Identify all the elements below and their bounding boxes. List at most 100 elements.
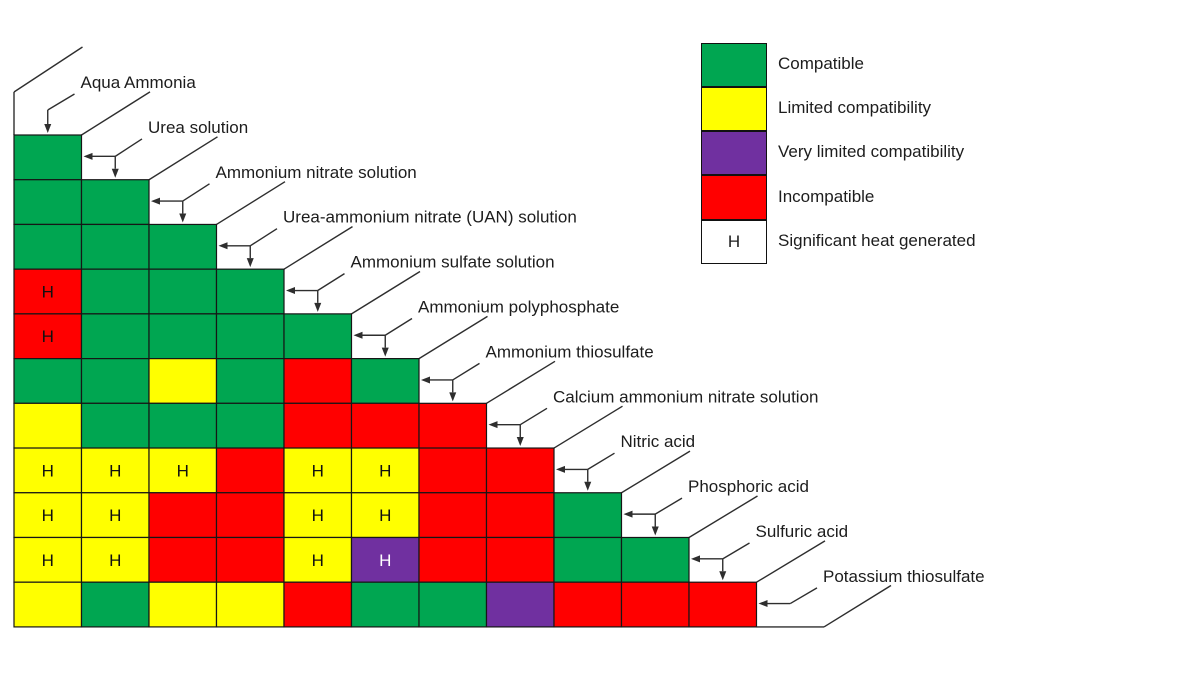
matrix-cell-r11-c6 [350, 581, 420, 628]
matrix-cell-r11-c7 [418, 581, 488, 628]
arrow-connector [47, 93, 75, 111]
legend-item-compatible: Compatible [701, 42, 976, 87]
matrix-cell-r5-c3 [148, 313, 218, 360]
down-arrow-head [179, 213, 187, 223]
matrix-cell-r2-c1 [13, 179, 83, 226]
matrix-cell-r11-c9 [553, 581, 623, 628]
left-arrow-head [421, 376, 430, 384]
heat-symbol: H [42, 461, 54, 480]
matrix-cell-r10-c6 [350, 536, 420, 583]
heat-symbol: H [727, 231, 741, 251]
down-arrow-head [516, 437, 524, 447]
leader-line [13, 46, 83, 93]
chemical-label: Potassium thiosulfate [823, 567, 985, 586]
down-arrow-head [651, 526, 659, 536]
matrix-cell-r11-c1 [13, 581, 83, 628]
leader-line [688, 495, 758, 539]
matrix-cell-r7-c6 [350, 402, 420, 449]
matrix-cell-r11-c10 [620, 581, 690, 628]
heat-symbol: H [109, 506, 121, 525]
arrow-connector [249, 228, 278, 247]
matrix-cell-r3-c1 [13, 223, 83, 270]
legend-item-heat: H Significant heat generated [701, 219, 976, 264]
matrix-cell-r7-c2 [80, 402, 150, 449]
matrix-cell-r7-c4 [215, 402, 285, 449]
matrix-cell-r9-c3 [148, 492, 218, 539]
legend-swatch-very-limited [701, 131, 767, 176]
chemical-label: Ammonium thiosulfate [486, 342, 654, 361]
matrix-cell-r7-c1 [13, 402, 83, 449]
left-arrow-head [488, 421, 498, 429]
matrix-cell-r8-c7 [418, 447, 488, 494]
matrix-cell-r6-c1 [13, 358, 83, 404]
matrix-cell-r10-c5 [283, 536, 353, 583]
heat-symbol: H [109, 551, 121, 570]
matrix-cell-r9-c4 [215, 492, 285, 539]
arrow-connector [587, 452, 615, 470]
matrix-cell-r7-c3 [148, 402, 218, 449]
arrow-connector [114, 138, 143, 157]
down-arrow-head [584, 481, 592, 491]
chemical-label: Ammonium sulfate solution [351, 253, 555, 272]
matrix-cell-r10-c10 [620, 536, 690, 583]
leader-line [486, 360, 556, 404]
matrix-cell-r7-c7 [418, 402, 488, 449]
chemical-label: Nitric acid [621, 432, 696, 451]
heat-symbol: H [42, 283, 54, 302]
leader-line [621, 450, 691, 494]
matrix-cell-r8-c8 [485, 447, 555, 494]
arrow-connector [654, 497, 683, 515]
down-arrow-head [381, 347, 389, 357]
matrix-cell-r6-c2 [80, 358, 150, 404]
matrix-cell-r6-c4 [215, 358, 285, 404]
left-arrow-head [83, 152, 93, 160]
legend-label: Very limited compatibility [778, 142, 965, 162]
matrix-cell-r11-c4 [215, 581, 285, 628]
matrix-cell-r10-c2 [80, 536, 150, 583]
matrix-cell-r4-c2 [80, 268, 150, 315]
heat-symbol: H [379, 506, 391, 525]
matrix-cell-r8-c4 [215, 447, 285, 494]
legend-swatch-heat: H [701, 219, 767, 264]
left-arrow-head [758, 600, 768, 608]
legend-swatch-incompatible [701, 175, 767, 220]
matrix-cell-r5-c2 [80, 313, 150, 360]
matrix-cell-r6-c6 [350, 358, 420, 404]
matrix-cell-r10-c8 [485, 536, 555, 583]
down-arrow-head [314, 302, 322, 312]
leader-line [148, 136, 218, 181]
legend-label: Compatible [778, 54, 864, 74]
heat-symbol: H [42, 551, 54, 570]
left-arrow-head [353, 331, 363, 339]
matrix-cell-r9-c6 [350, 492, 420, 539]
legend-label: Incompatible [778, 186, 875, 206]
left-arrow-head [286, 287, 295, 295]
down-arrow-head [719, 571, 727, 581]
matrix-cell-r6-c3 [148, 358, 218, 404]
chemical-label: Ammonium nitrate solution [216, 163, 417, 182]
chemical-label: Urea solution [148, 118, 248, 137]
matrix-cell-r9-c7 [418, 492, 488, 539]
chemical-label: Ammonium polyphosphate [418, 298, 619, 317]
arrow-connector [789, 587, 818, 605]
matrix-cell-r9-c9 [553, 492, 623, 539]
heat-symbol: H [177, 461, 189, 480]
matrix-cell-r11-c8 [485, 581, 555, 628]
leader-line [283, 226, 353, 270]
arrow-connector [317, 273, 345, 292]
matrix-cell-r4-c4 [215, 268, 285, 315]
matrix-cell-r8-c5 [283, 447, 353, 494]
arrow-connector [519, 407, 548, 426]
heat-symbol: H [42, 506, 54, 525]
leader-line [553, 405, 623, 449]
heat-symbol: H [312, 551, 324, 570]
matrix-cell-r7-c5 [283, 402, 353, 449]
matrix-cell-r9-c5 [283, 492, 353, 539]
legend-item-incompatible: Incompatible [701, 175, 976, 220]
legend-label: Limited compatibility [778, 98, 932, 118]
arrow-connector [452, 362, 480, 381]
matrix-cell-r11-c2 [80, 581, 150, 628]
matrix-cell-r5-c1 [13, 313, 83, 360]
legend-swatch-compatible [701, 42, 767, 87]
